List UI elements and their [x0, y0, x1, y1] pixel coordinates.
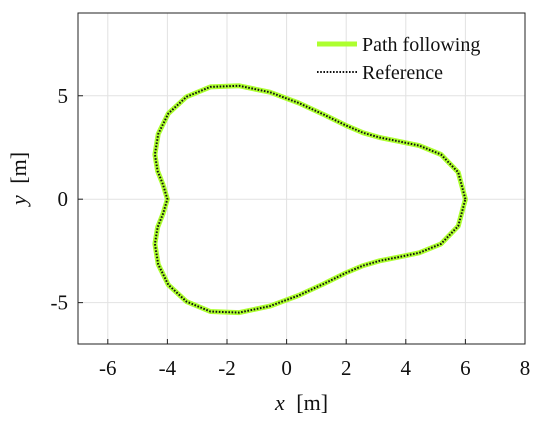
x-tick-label: 4 — [401, 356, 412, 380]
series-reference — [153, 84, 467, 314]
y-tick-label: 0 — [58, 187, 69, 211]
x-tick-label: 0 — [281, 356, 292, 380]
y-tick-label: -5 — [51, 291, 69, 315]
y-axis-variable: y — [6, 195, 31, 207]
legend-label-reference: Reference — [362, 62, 443, 84]
y-axis-unit: [m] — [6, 152, 31, 184]
x-tick-label: 2 — [341, 356, 352, 380]
y-tick-label: 5 — [58, 84, 69, 108]
x-axis-variable: x — [274, 390, 285, 415]
plot-frame — [77, 12, 526, 345]
y-axis-label: y [m] — [6, 152, 31, 207]
x-tick-label: 6 — [460, 356, 471, 380]
x-tick-label: -6 — [99, 356, 117, 380]
x-tick-label: -4 — [159, 356, 177, 380]
x-axis-unit: [m] — [296, 390, 328, 415]
tick-labels: -6 -4 -2 0 2 4 6 8 -5 0 5 — [51, 84, 531, 380]
legend: Path following Reference — [317, 34, 480, 84]
x-axis-label: x [m] — [274, 390, 328, 415]
grid — [78, 13, 526, 344]
legend-label-path-following: Path following — [362, 34, 480, 56]
x-tick-label: 8 — [520, 356, 531, 380]
plot-series — [152, 83, 468, 316]
x-tick-label: -2 — [218, 356, 236, 380]
